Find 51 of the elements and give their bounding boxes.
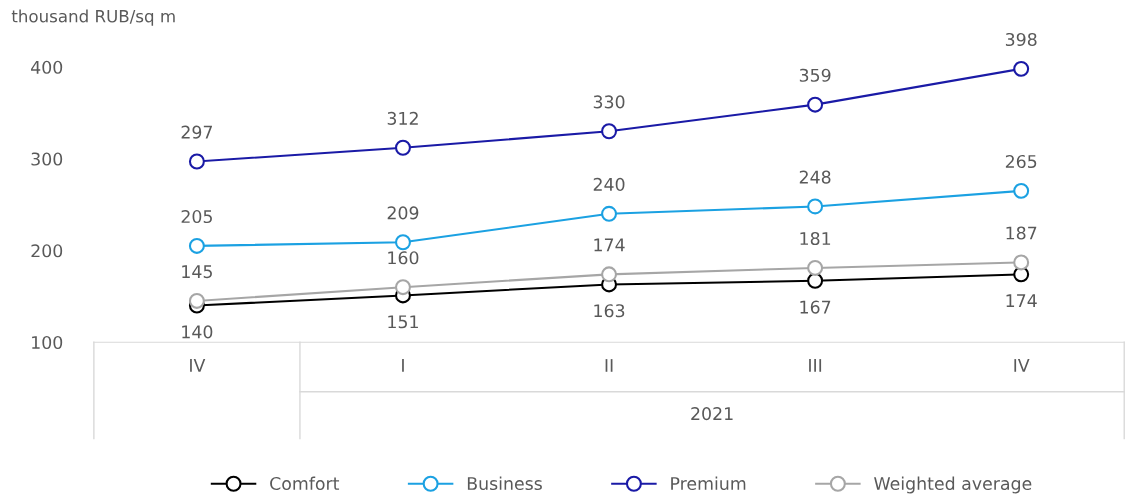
data-label: 205 <box>181 209 212 224</box>
point <box>807 272 824 289</box>
legend-label: Business <box>467 476 542 491</box>
data-label: 181 <box>800 231 831 246</box>
point <box>188 237 205 254</box>
point <box>1013 60 1030 77</box>
x-tick-label: III <box>809 359 822 372</box>
y-tick-label: 400 <box>31 60 63 74</box>
point <box>394 234 411 251</box>
data-label: 145 <box>182 265 212 279</box>
point <box>394 279 411 296</box>
x-tick-label: II <box>605 359 613 372</box>
point <box>601 205 618 222</box>
x-tick-label: I <box>402 359 404 372</box>
point <box>601 266 618 283</box>
point <box>807 198 824 215</box>
data-label: 240 <box>593 177 625 191</box>
data-label: 174 <box>1006 294 1037 307</box>
y-axis-title: thousand RUB/sq m <box>11 9 175 26</box>
point <box>1013 182 1030 199</box>
legend-label: Weighted average <box>874 476 1032 494</box>
data-label: 163 <box>594 304 625 318</box>
point <box>188 153 205 170</box>
data-label: 174 <box>594 238 625 252</box>
y-tick-label: 100 <box>32 335 63 350</box>
data-label: 265 <box>1005 154 1037 169</box>
point <box>1013 254 1030 271</box>
data-label: 330 <box>593 95 625 109</box>
data-label: 167 <box>800 300 831 314</box>
data-label: 312 <box>387 111 418 125</box>
point <box>394 139 411 156</box>
point <box>601 123 618 140</box>
y-tick-label: 200 <box>31 244 63 258</box>
y-tick-label: 300 <box>31 152 63 166</box>
point <box>807 259 824 276</box>
data-label: 297 <box>181 125 212 139</box>
data-label: 140 <box>182 325 213 339</box>
point <box>188 292 205 309</box>
data-label: 248 <box>799 170 831 184</box>
x-tick-label: IV <box>190 359 206 372</box>
legend-label: Premium <box>671 476 746 491</box>
data-label: 209 <box>387 206 419 220</box>
data-label: 398 <box>1005 32 1037 47</box>
x-tick-label: IV <box>1014 359 1030 372</box>
data-label: 160 <box>388 251 419 265</box>
data-label: 359 <box>799 68 831 82</box>
legend-label: Comfort <box>270 476 340 491</box>
data-label: 151 <box>388 315 418 329</box>
data-label: 187 <box>1006 226 1037 240</box>
point <box>807 96 824 113</box>
text: 2021 <box>691 407 733 421</box>
